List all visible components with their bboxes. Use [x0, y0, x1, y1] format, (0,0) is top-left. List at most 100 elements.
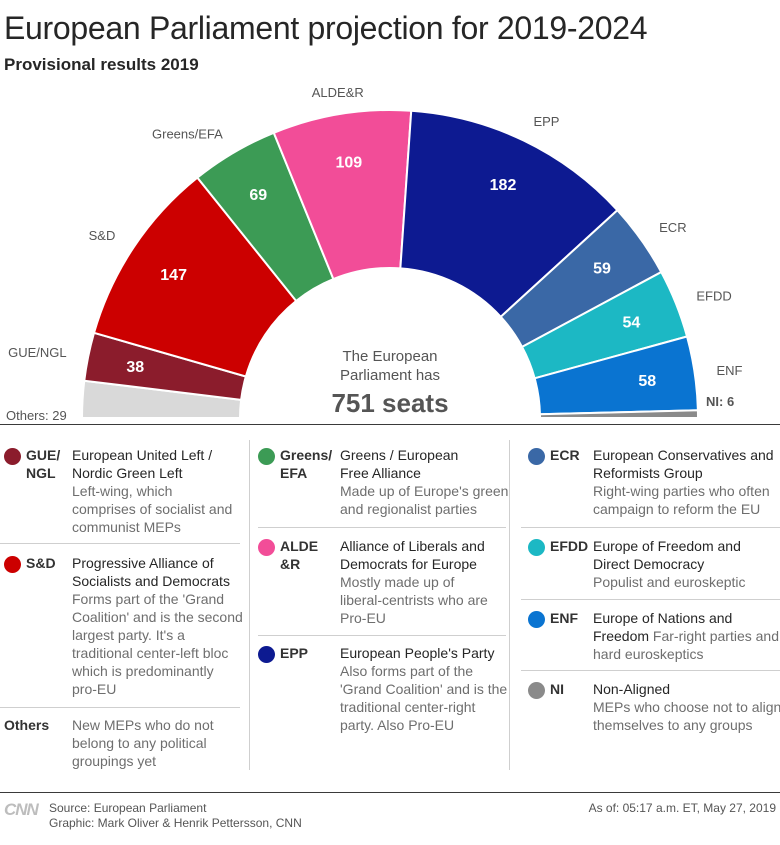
- legend-dot-ni: [528, 682, 545, 699]
- legend-desc-line: belong to any political: [72, 735, 207, 751]
- legend-desc-line: Also forms part of the: [340, 663, 474, 679]
- legend-desc-line: Left-wing, which: [72, 483, 173, 499]
- legend-abbr-line1: ALDE: [280, 538, 319, 554]
- legend-name-line1: European Conservatives and: [593, 447, 774, 463]
- legend-separator: [521, 599, 780, 600]
- legend-desc-line: themselves to any groups: [593, 717, 753, 733]
- legend-name-line1: European United Left /: [72, 447, 213, 463]
- graphic-credit: Graphic: Mark Oliver & Henrik Pettersson…: [49, 816, 302, 830]
- legend-desc-line: traditional center-right: [340, 699, 476, 715]
- legend-name-line2: Democrats for Europe: [340, 556, 477, 572]
- legend-separator: [0, 707, 240, 708]
- legend-separator: [521, 527, 780, 528]
- party-label-enf: ENF: [716, 363, 742, 378]
- legend-desc-line: pro-EU: [72, 681, 117, 697]
- legend-abbr-greens: Greens/EFA: [280, 446, 332, 482]
- legend-abbr-alde: ALDE &R: [280, 537, 318, 573]
- legend-dot-enf: [528, 611, 545, 628]
- legend-text-others: New MEPs who do not belong to any politic…: [72, 716, 214, 770]
- legend-desc-line: Forms part of the 'Grand: [72, 591, 225, 607]
- legend-text-ni: Non-Aligned MEPs who choose not to align t…: [593, 680, 780, 734]
- value-label-sd: 147: [160, 267, 187, 284]
- legend-separator: [521, 670, 780, 671]
- legend-abbr-line2: &R: [280, 556, 301, 572]
- center-label-seats: 751 seats: [331, 388, 448, 418]
- as-of-timestamp: As of: 05:17 a.m. ET, May 27, 2019: [588, 801, 776, 815]
- legend-desc-line: Right-wing parties who often: [593, 483, 770, 499]
- party-label-efdd: EFDD: [696, 288, 731, 303]
- legend-name-line1: Europe of Freedom and: [593, 538, 741, 554]
- legend-abbr-line1: NI: [550, 681, 564, 697]
- legend-name-line2: Freedom Far-right parties and: [593, 628, 779, 644]
- legend-text-efdd: Europe of Freedom and Direct Democracy Pop…: [593, 537, 746, 591]
- page-title: European Parliament projection for 2019-…: [4, 10, 648, 46]
- legend-dot-ecr: [528, 448, 545, 465]
- legend-abbr-line1: Greens/: [280, 447, 333, 463]
- value-label-gue: 38: [126, 359, 144, 376]
- legend-abbr-line1: ECR: [550, 447, 580, 463]
- legend-dot-epp: [258, 646, 275, 663]
- legend-desc-line: and regionalist parties: [340, 501, 477, 517]
- party-label-alde: ALDE&R: [312, 85, 364, 100]
- legend-desc-line: communist MEPs: [72, 519, 181, 535]
- legend-desc-line: Coalition' and is the second: [72, 609, 243, 625]
- footer-divider: [0, 792, 780, 793]
- legend-name-line1: Progressive Alliance of: [72, 555, 214, 571]
- legend-dot-gue: [4, 448, 21, 465]
- legend-desc-line: 'Grand Coalition' and is the: [340, 681, 508, 697]
- legend-desc-line: hard euroskeptics: [593, 646, 704, 662]
- legend-desc-line: party. Also Pro-EU: [340, 717, 455, 733]
- legend-abbr-sd: S&D: [26, 554, 56, 572]
- legend-name-line1: Greens / European: [340, 447, 459, 463]
- center-label-line2: Parliament has: [340, 367, 440, 384]
- value-label-efdd: 54: [622, 314, 640, 331]
- legend-desc-line: Made up of Europe's green: [340, 483, 509, 499]
- party-label-ni: NI: 6: [706, 394, 734, 409]
- chart-baseline: [0, 424, 780, 425]
- legend-abbr-line1: EPP: [280, 645, 309, 661]
- value-label-alde: 109: [335, 154, 362, 171]
- page-subtitle: Provisional results 2019: [4, 55, 199, 74]
- legend-abbr-line1: Others: [4, 717, 50, 733]
- legend-desc-line: largest party. It's a: [72, 627, 185, 643]
- legend-name-line2: Free Alliance: [340, 465, 421, 481]
- segment-ni: [538, 409, 700, 419]
- legend-abbr-line1: EFDD: [550, 538, 589, 554]
- legend-abbr-epp: EPP: [280, 644, 308, 662]
- legend-name-line2: Nordic Green Left: [72, 465, 183, 481]
- party-label-epp: EPP: [533, 114, 559, 129]
- legend-name-line1: Non-Aligned: [593, 681, 671, 697]
- legend-separator: [0, 543, 240, 544]
- legend-desc-line: New MEPs who do not: [72, 717, 214, 733]
- center-label-line1: The European: [342, 348, 437, 365]
- legend-dot-efdd: [528, 539, 545, 556]
- legend-name-line2: Direct Democracy: [593, 556, 705, 572]
- value-label-enf: 58: [638, 373, 656, 390]
- legend-text-greens: Greens / European Free Alliance Made up of…: [340, 446, 508, 518]
- legend-abbr-line1: S&D: [26, 555, 56, 571]
- legend-desc-line: Populist and euroskeptic: [593, 574, 746, 590]
- legend-name-line1: Europe of Nations and: [593, 610, 733, 626]
- legend-text-epp: European People's Party Also forms part o…: [340, 644, 507, 734]
- legend-dot-sd: [4, 556, 21, 573]
- source-credits: Source: European Parliament Graphic: Mar…: [49, 801, 302, 831]
- value-label-epp: 182: [490, 177, 517, 194]
- legend-column-divider: [249, 440, 250, 770]
- legend-dot-greens: [258, 448, 275, 465]
- hemicycle-chart: 38 GUE/NGL 147 S&D 69 Greens/EFA 109 ALDE&R 182 E…: [6, 85, 743, 423]
- legend-desc-line: Pro-EU: [340, 610, 386, 626]
- party-label-sd: S&D: [89, 228, 116, 243]
- source-text: Source: European Parliament: [49, 801, 207, 815]
- cnn-logo: CNN: [4, 800, 39, 819]
- legend-abbr-line1: GUE/: [26, 447, 61, 463]
- legend-abbr-gue: GUE/NGL: [26, 446, 60, 482]
- legend-abbr-line1: ENF: [550, 610, 578, 626]
- segment-epp: [399, 109, 619, 319]
- legend-abbr-others: Others: [4, 716, 49, 734]
- legend-desc-line: campaign to reform the EU: [593, 501, 761, 517]
- legend-name-line2: Reformists Group: [593, 465, 703, 481]
- legend-column-divider: [509, 440, 510, 770]
- legend-text-sd: Progressive Alliance of Socialists and De…: [72, 554, 243, 698]
- party-label-greens: Greens/EFA: [152, 126, 223, 141]
- legend-name-line1: European People's Party: [340, 645, 495, 661]
